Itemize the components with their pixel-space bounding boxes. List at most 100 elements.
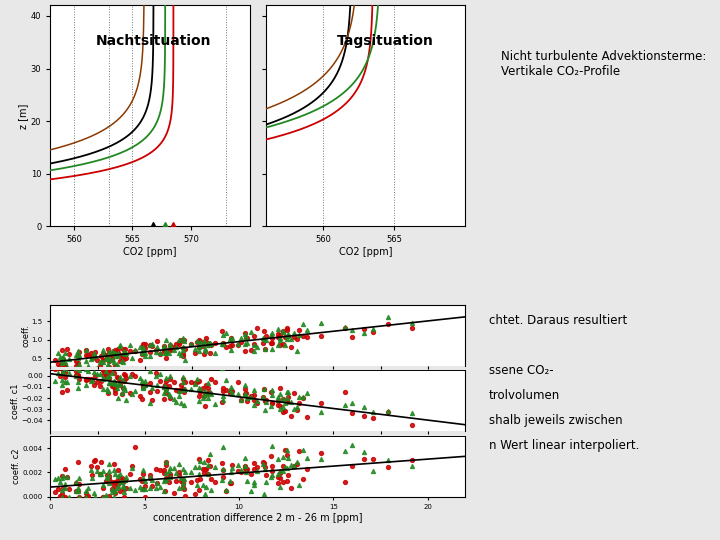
Point <box>177 475 189 484</box>
Point <box>144 348 156 356</box>
Point <box>209 400 220 409</box>
Point <box>73 487 84 495</box>
Point <box>63 369 74 378</box>
Point <box>292 460 303 468</box>
Point <box>137 349 148 357</box>
Point <box>261 397 272 406</box>
Point <box>73 348 84 356</box>
Point <box>176 477 187 485</box>
Point <box>259 345 271 354</box>
Point <box>248 332 260 341</box>
Point <box>85 354 96 363</box>
Point <box>168 343 180 352</box>
Point <box>114 477 126 486</box>
Point <box>220 376 232 384</box>
Point <box>137 384 148 393</box>
Point <box>226 461 238 470</box>
Point <box>248 465 260 474</box>
Point <box>112 347 123 356</box>
Y-axis label: coeff. c1: coeff. c1 <box>11 383 19 418</box>
Point <box>248 341 260 349</box>
Point <box>246 346 257 354</box>
Point <box>85 375 96 383</box>
Point <box>94 470 106 479</box>
Point <box>85 465 96 474</box>
Point <box>109 388 120 397</box>
Point <box>192 375 203 384</box>
Point <box>293 481 305 490</box>
Point <box>91 356 103 364</box>
Point <box>119 492 130 501</box>
Point <box>86 354 98 362</box>
Point <box>177 386 189 395</box>
Point <box>59 364 71 373</box>
Point <box>164 463 176 472</box>
Point <box>125 389 136 397</box>
Point <box>359 325 370 333</box>
Point <box>246 393 257 402</box>
Point <box>367 455 379 463</box>
Point <box>220 328 232 337</box>
Point <box>106 478 117 487</box>
Point <box>226 340 238 349</box>
Point <box>367 325 379 334</box>
Point <box>59 349 71 357</box>
Point <box>161 354 172 362</box>
Point <box>226 388 238 397</box>
Point <box>138 342 149 350</box>
Point <box>71 362 82 370</box>
Point <box>102 345 114 353</box>
Point <box>194 385 206 394</box>
Point <box>272 341 284 349</box>
Point <box>259 406 271 414</box>
Point <box>91 462 103 471</box>
Point <box>109 492 120 501</box>
Point <box>118 349 130 357</box>
Point <box>281 334 292 343</box>
Point <box>246 487 257 495</box>
Point <box>117 478 129 487</box>
Point <box>94 369 106 378</box>
Point <box>102 470 114 479</box>
Point <box>194 343 205 352</box>
Point <box>192 338 203 346</box>
Point <box>95 470 107 478</box>
Point <box>240 347 251 355</box>
Point <box>138 383 149 391</box>
Text: trolvolumen: trolvolumen <box>489 389 560 402</box>
Point <box>174 470 185 479</box>
Point <box>120 344 131 353</box>
Point <box>194 338 206 347</box>
Point <box>107 354 118 363</box>
Point <box>114 381 126 390</box>
Point <box>130 347 141 355</box>
Point <box>100 370 112 379</box>
Point <box>202 340 213 349</box>
Point <box>98 492 109 501</box>
Point <box>106 369 117 377</box>
Point <box>177 483 189 492</box>
Point <box>272 330 284 339</box>
Text: Nachtsituation: Nachtsituation <box>96 34 212 48</box>
Point <box>278 477 289 486</box>
Point <box>137 377 148 386</box>
Point <box>266 399 278 408</box>
Point <box>272 393 284 401</box>
Point <box>88 353 99 361</box>
Point <box>56 492 68 501</box>
Point <box>140 482 151 490</box>
Point <box>278 395 289 403</box>
Point <box>202 341 214 349</box>
Point <box>266 331 277 340</box>
Point <box>297 332 309 341</box>
Point <box>301 464 312 473</box>
Point <box>285 342 297 351</box>
Point <box>179 356 191 364</box>
Point <box>178 484 189 493</box>
Point <box>279 399 291 408</box>
Point <box>154 370 166 379</box>
Point <box>346 408 358 417</box>
Point <box>194 455 205 464</box>
Point <box>81 364 92 373</box>
Point <box>202 339 213 348</box>
